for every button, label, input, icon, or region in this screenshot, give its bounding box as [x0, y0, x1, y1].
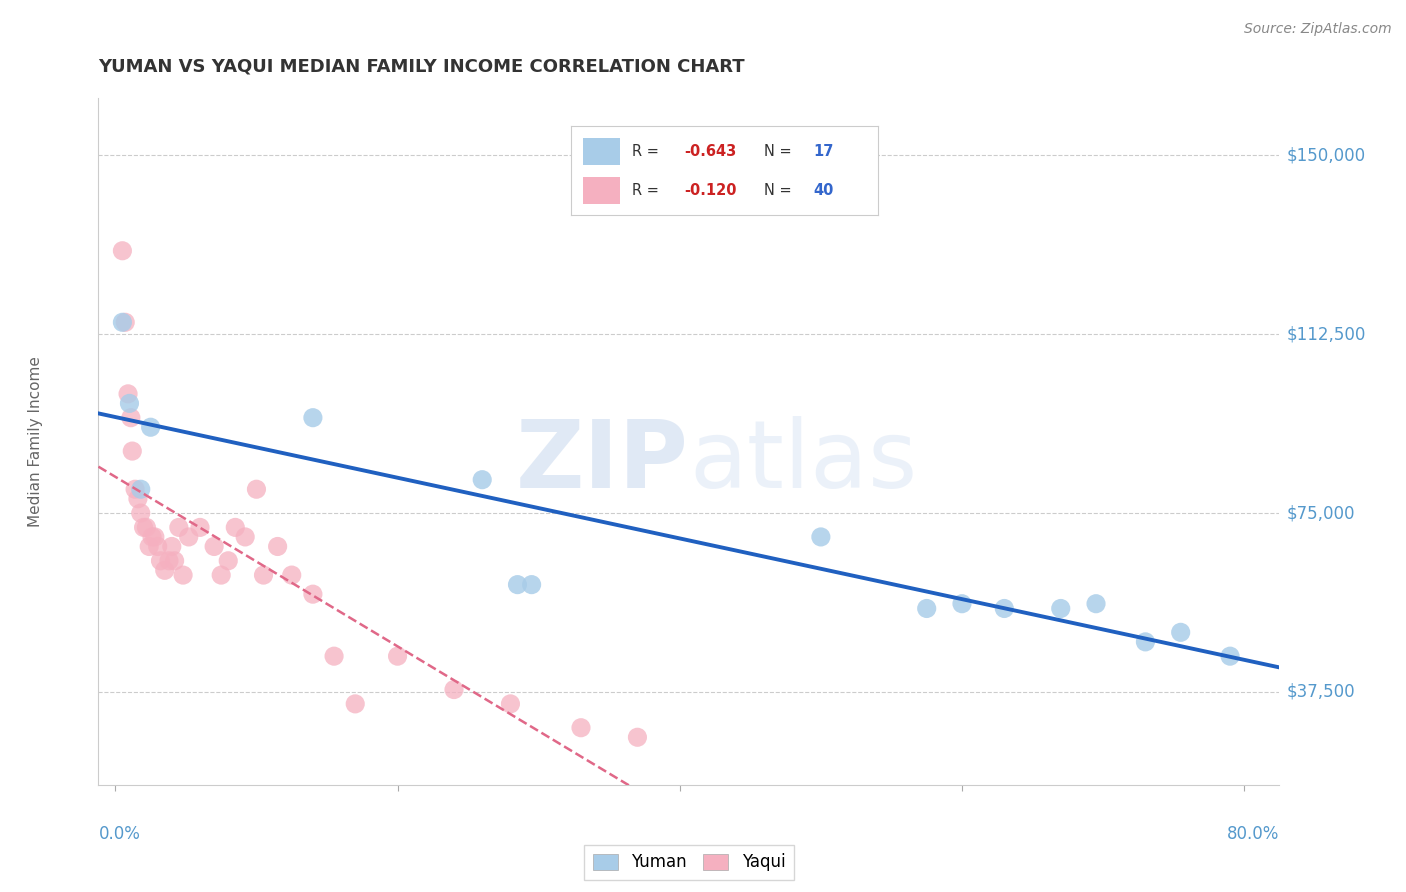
Point [167, 520, 190, 534]
Text: $75,000: $75,000 [1286, 504, 1355, 522]
Point [245, 482, 267, 496]
Point [111, 244, 134, 258]
Point [280, 568, 302, 582]
Text: $112,500: $112,500 [1286, 326, 1365, 343]
Point [172, 568, 194, 582]
Text: R =: R = [633, 183, 664, 198]
Point [950, 597, 973, 611]
Point [499, 697, 522, 711]
FancyBboxPatch shape [583, 178, 620, 204]
Text: 0.0%: 0.0% [98, 825, 141, 843]
Point [111, 315, 134, 329]
Point [138, 540, 160, 554]
Text: atlas: atlas [689, 417, 917, 508]
Text: 40: 40 [814, 183, 834, 198]
Point [135, 520, 157, 534]
Point [129, 482, 152, 496]
Point [302, 587, 325, 601]
Point [233, 530, 256, 544]
Text: Source: ZipAtlas.com: Source: ZipAtlas.com [1244, 22, 1392, 37]
Point [157, 554, 180, 568]
Point [915, 601, 938, 615]
Point [127, 491, 149, 506]
Point [117, 387, 139, 401]
Point [163, 554, 186, 568]
Text: ZIP: ZIP [516, 417, 689, 508]
Point [188, 520, 211, 534]
Text: N =: N = [765, 144, 797, 159]
Point [506, 577, 529, 591]
Text: -0.120: -0.120 [685, 183, 737, 198]
Point [1049, 601, 1071, 615]
Text: $150,000: $150,000 [1286, 146, 1365, 164]
Point [121, 444, 143, 458]
Text: Median Family Income: Median Family Income [28, 356, 42, 527]
FancyBboxPatch shape [583, 138, 620, 165]
Point [224, 520, 246, 534]
Text: $37,500: $37,500 [1286, 683, 1355, 701]
Legend: Yuman, Yaqui: Yuman, Yaqui [585, 845, 793, 880]
Point [1219, 649, 1241, 664]
Text: YUMAN VS YAQUI MEDIAN FAMILY INCOME CORRELATION CHART: YUMAN VS YAQUI MEDIAN FAMILY INCOME CORR… [98, 58, 745, 76]
Point [810, 530, 832, 544]
Point [323, 649, 346, 664]
Text: 17: 17 [814, 144, 834, 159]
Point [114, 315, 136, 329]
Point [1135, 635, 1157, 649]
Point [387, 649, 409, 664]
Text: R =: R = [633, 144, 664, 159]
Point [202, 540, 225, 554]
Point [124, 482, 146, 496]
Point [344, 697, 367, 711]
Point [141, 530, 163, 544]
Point [252, 568, 274, 582]
Point [443, 682, 465, 697]
Point [266, 540, 288, 554]
Point [146, 540, 169, 554]
Text: N =: N = [765, 183, 797, 198]
Point [139, 420, 162, 434]
Point [520, 577, 543, 591]
Point [569, 721, 592, 735]
Point [302, 410, 325, 425]
Point [153, 563, 176, 577]
Point [149, 554, 172, 568]
Point [993, 601, 1015, 615]
Text: 80.0%: 80.0% [1227, 825, 1279, 843]
Point [143, 530, 166, 544]
Point [1170, 625, 1192, 640]
Point [217, 554, 239, 568]
Text: -0.643: -0.643 [685, 144, 737, 159]
Point [132, 520, 155, 534]
Point [160, 540, 183, 554]
Point [129, 506, 152, 520]
Point [626, 731, 648, 745]
Point [1085, 597, 1108, 611]
Point [120, 410, 142, 425]
Point [209, 568, 232, 582]
Point [471, 473, 494, 487]
Point [118, 396, 141, 410]
Point [177, 530, 200, 544]
